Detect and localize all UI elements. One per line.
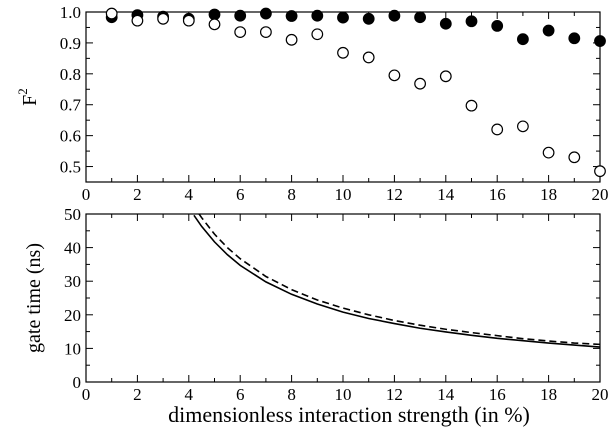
gate-time-x-tick-label: 0 [82, 385, 91, 404]
fidelity-x-tick-label: 10 [335, 185, 352, 204]
filled-data-point [337, 11, 349, 24]
fidelity-x-tick-label: 6 [236, 185, 245, 204]
filled-data-point [260, 7, 272, 20]
gate-time-x-tick-label: 8 [287, 385, 296, 404]
open-data-point [362, 51, 375, 64]
gate-time-x-tick-label: 14 [437, 385, 455, 404]
gate-time-y-tick-label: 0 [73, 373, 82, 392]
fidelity-y-tick-label: 1.0 [60, 3, 81, 22]
fidelity-y-tick-label: 0.5 [60, 158, 81, 177]
gate-time-x-tick-label: 20 [592, 385, 609, 404]
gate-time-x-tick-label: 12 [386, 385, 403, 404]
fidelity-y-axis-label-superscript: 2 [15, 88, 30, 95]
fidelity-x-tick-label: 12 [386, 185, 403, 204]
gate-time-y-tick-label: 40 [64, 239, 81, 258]
gate-time-x-tick-label: 10 [335, 385, 352, 404]
open-data-point [208, 18, 221, 31]
solid-gate-time-curve [193, 214, 600, 348]
filled-data-point [285, 10, 298, 22]
filled-data-point [465, 15, 478, 28]
filled-data-point [234, 9, 247, 22]
gate-time-x-tick-label: 18 [540, 385, 557, 404]
fidelity-x-tick-label: 16 [489, 185, 506, 204]
filled-data-point [542, 24, 555, 37]
filled-data-point [439, 17, 452, 30]
filled-data-point [208, 8, 221, 21]
fidelity-y-tick-label: 0.7 [60, 96, 82, 115]
gate-time-y-tick-label: 30 [64, 272, 81, 291]
fidelity-x-tick-label: 4 [185, 185, 194, 204]
fidelity-y-tick-label: 0.6 [60, 127, 81, 146]
filled-data-point [311, 9, 324, 22]
gate-time-y-axis-label-text: gate time (ns) [23, 243, 45, 353]
filled-data-point [517, 33, 529, 46]
open-data-point [517, 120, 529, 133]
open-data-point [311, 28, 324, 41]
open-data-point [131, 14, 144, 27]
fidelity-x-tick-label: 2 [133, 185, 142, 204]
filled-data-point [568, 32, 581, 45]
open-data-point [491, 123, 504, 136]
gate-time-x-tick-label: 16 [489, 385, 506, 404]
fidelity-x-tick-label: 0 [82, 185, 91, 204]
gate-time-plot-frame [85, 213, 601, 383]
open-data-point [260, 26, 272, 38]
fidelity-y-axis-label-text: F [19, 95, 41, 106]
gate-time-x-tick-label: 4 [185, 385, 194, 404]
fidelity-x-tick-label: 20 [592, 185, 609, 204]
filled-data-point [362, 12, 375, 25]
fidelity-x-tick-label: 18 [540, 185, 557, 204]
fidelity-y-axis-label: F2 [15, 88, 41, 106]
open-data-point [542, 146, 555, 159]
dashed-gate-time-curve [198, 214, 600, 346]
gate-time-x-tick-label: 2 [133, 385, 142, 404]
open-data-point [594, 165, 606, 178]
open-data-point [182, 14, 195, 27]
open-data-point [234, 26, 247, 38]
open-data-point [157, 12, 170, 25]
fidelity-y-tick-label: 0.9 [60, 34, 81, 53]
gate-time-y-tick-label: 10 [64, 339, 81, 358]
open-data-point [388, 69, 401, 82]
open-data-point [105, 7, 118, 20]
fidelity-panel: 0 2 4 6 8 10 12 14 16 18 200.50.60.70.80.91.0F2 [15, 3, 609, 204]
filled-data-point [491, 20, 504, 32]
gate-time-y-axis-label: gate time (ns) [23, 243, 45, 353]
open-data-point [414, 77, 427, 90]
fidelity-y-tick-label: 0.8 [60, 65, 81, 84]
filled-data-point [414, 11, 427, 24]
filled-data-point [594, 35, 606, 47]
open-data-point [465, 99, 478, 112]
gate-time-y-tick-label: 50 [64, 205, 81, 224]
open-data-point [568, 151, 581, 164]
open-data-point [337, 46, 349, 59]
fidelity-x-tick-label: 14 [437, 185, 455, 204]
x-axis-label: dimensionless interaction strength (in %… [168, 402, 530, 427]
gate-time-y-tick-label: 20 [64, 306, 81, 325]
filled-data-point [388, 9, 401, 22]
open-data-point [439, 70, 452, 83]
fidelity-x-tick-label: 8 [287, 185, 296, 204]
gate-time-panel: 0 2 4 6 8 10 12 14 16 18 20 0 10 20 30 40 50 gate time (n… [23, 205, 609, 404]
gate-time-x-tick-label: 6 [236, 385, 245, 404]
open-data-point [285, 33, 298, 46]
